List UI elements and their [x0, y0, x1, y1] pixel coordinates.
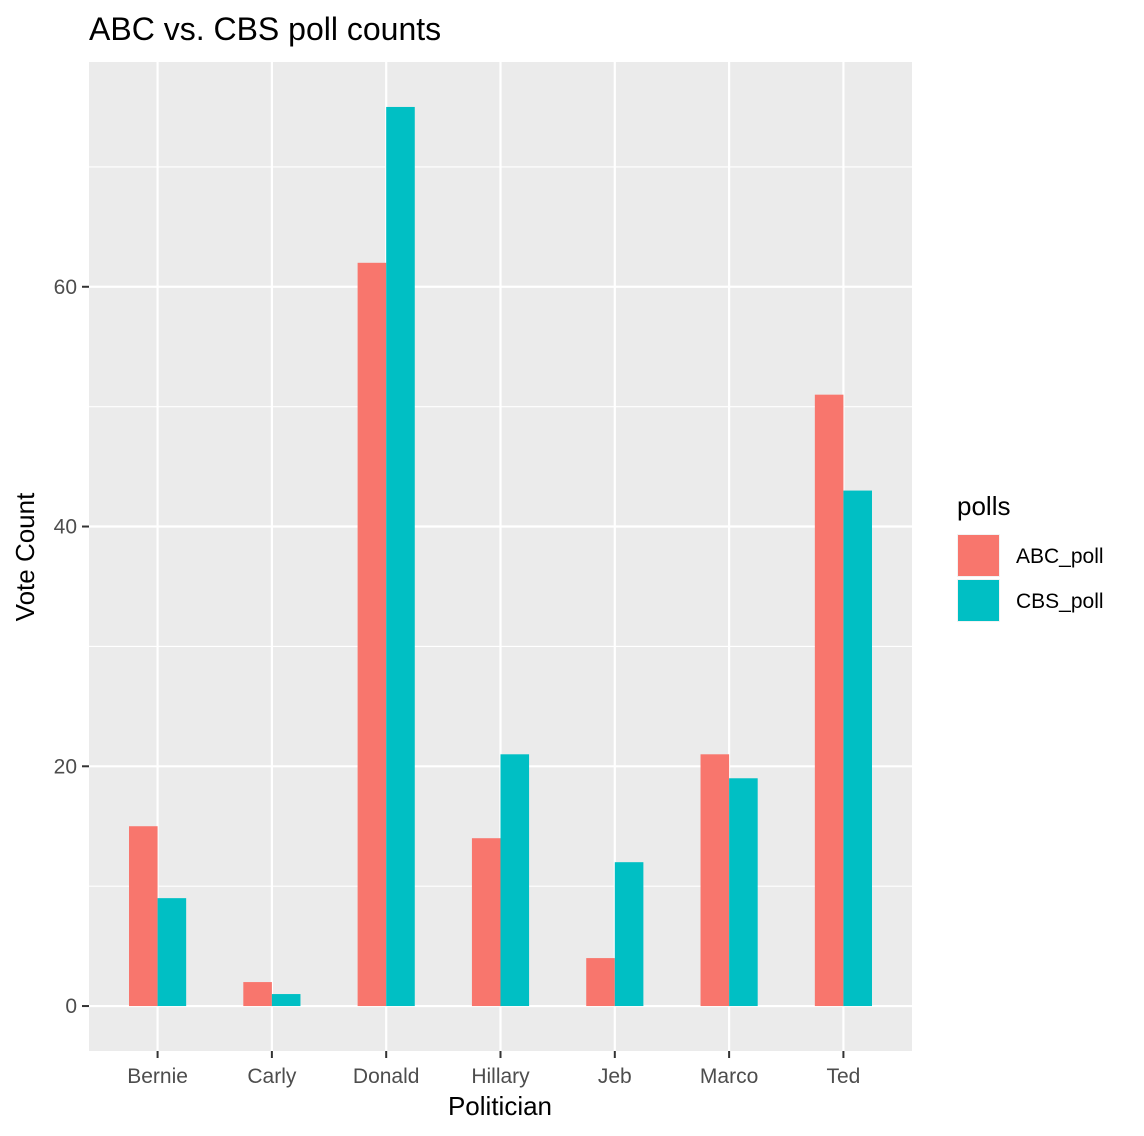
x-axis-ticks: Bernie Carly Donald Hillary Jeb Marco Ted — [127, 1051, 860, 1088]
x-tick-label: Marco — [700, 1065, 758, 1088]
legend-title: polls — [957, 491, 1010, 521]
legend-label-cbs: CBS_poll — [1016, 590, 1104, 613]
bar-cbs-poll-marco — [729, 778, 758, 1007]
y-tick-label: 20 — [54, 755, 77, 778]
chart-title: ABC vs. CBS poll counts — [89, 11, 441, 47]
bar-cbs-poll-bernie — [157, 898, 187, 1007]
x-tick-label: Carly — [247, 1065, 297, 1088]
legend-item-cbs: CBS_poll — [957, 579, 1104, 622]
legend-swatch-cbs — [958, 580, 999, 621]
legend-swatch-abc — [958, 535, 999, 576]
y-tick-label: 40 — [54, 516, 77, 539]
x-tick-label: Hillary — [471, 1065, 530, 1088]
bar-cbs-poll-ted — [843, 490, 872, 1007]
legend: polls ABC_poll CBS_poll — [957, 491, 1104, 622]
x-tick-label: Jeb — [598, 1065, 632, 1088]
bars — [129, 106, 872, 1007]
y-axis-title: Vote Count — [10, 492, 40, 621]
bar-abc-poll-donald — [357, 262, 387, 1007]
bar-abc-poll-bernie — [129, 826, 158, 1007]
bar-abc-poll-jeb — [586, 958, 615, 1007]
y-tick-label: 60 — [54, 276, 77, 299]
bar-cbs-poll-donald — [386, 106, 415, 1007]
legend-item-abc: ABC_poll — [957, 534, 1104, 577]
bar-cbs-poll-jeb — [614, 862, 644, 1007]
bar-abc-poll-ted — [814, 394, 844, 1007]
x-tick-label: Bernie — [127, 1065, 188, 1088]
bar-abc-poll-hillary — [471, 838, 501, 1007]
x-tick-label: Ted — [826, 1065, 860, 1088]
y-tick-label: 0 — [65, 995, 77, 1018]
legend-label-abc: ABC_poll — [1016, 545, 1104, 568]
x-tick-label: Donald — [353, 1065, 420, 1088]
x-axis-title: Politician — [448, 1091, 552, 1121]
bar-abc-poll-carly — [243, 982, 272, 1007]
bar-cbs-poll-carly — [271, 994, 301, 1007]
bar-abc-poll-marco — [700, 754, 730, 1007]
bar-cbs-poll-hillary — [500, 754, 530, 1007]
y-axis-ticks: 0 20 40 60 — [54, 276, 89, 1018]
